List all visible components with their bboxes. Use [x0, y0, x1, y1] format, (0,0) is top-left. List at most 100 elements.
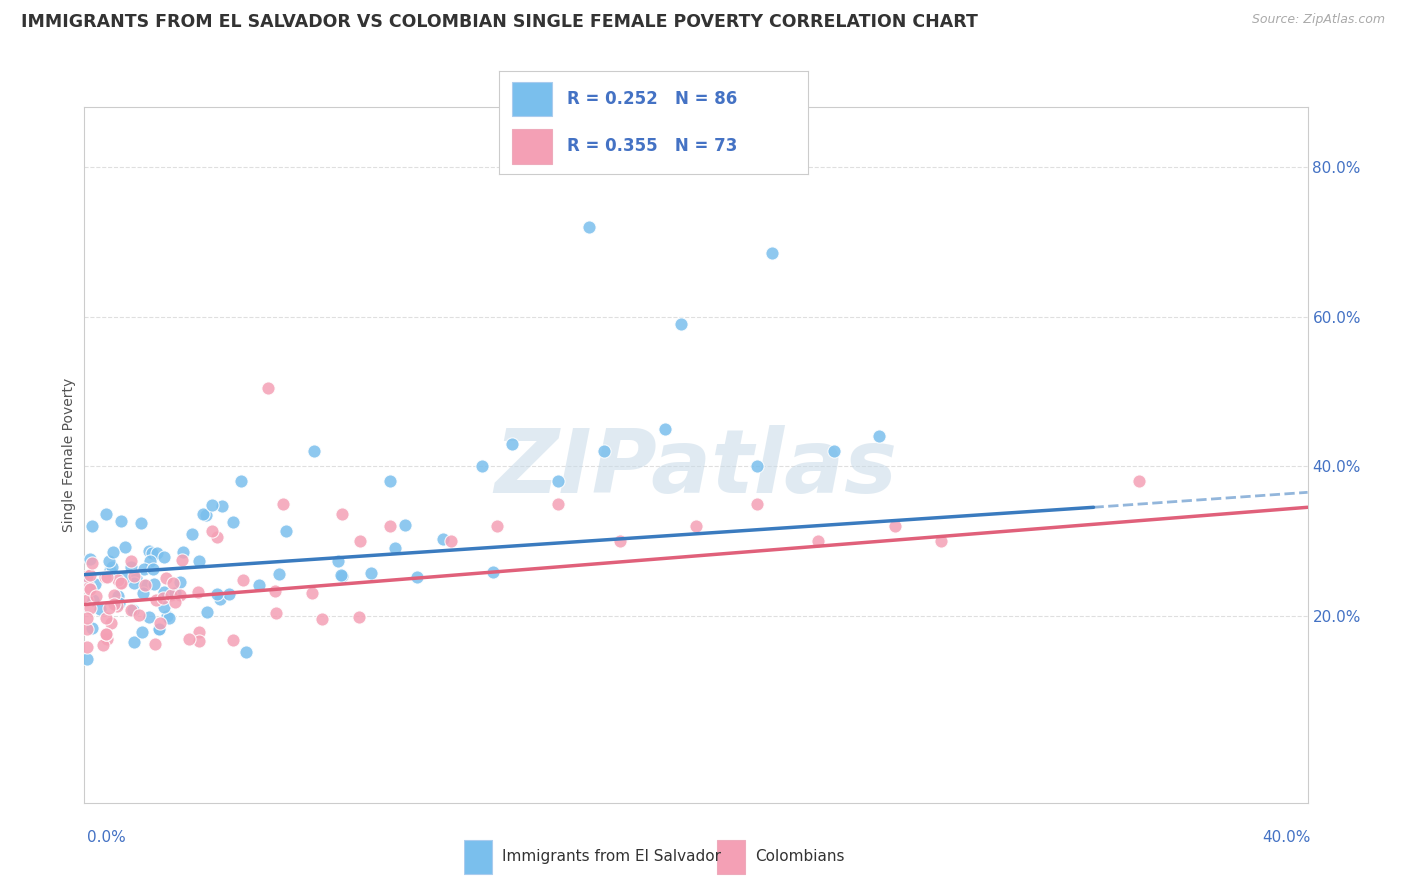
Point [201, 498, 224, 512]
Point [195, 605, 218, 619]
Point [330, 568, 353, 582]
Point [107, 589, 129, 603]
Point [80, 519, 103, 533]
Point [235, 645, 257, 659]
Point [384, 541, 406, 556]
Point [138, 544, 160, 558]
Point [394, 518, 416, 533]
Point [247, 577, 270, 591]
Point [162, 576, 184, 591]
Point [100, 616, 122, 631]
Point [98, 563, 121, 577]
Point [191, 507, 214, 521]
Point [94, 627, 117, 641]
Point [326, 554, 349, 568]
Point [83, 577, 105, 591]
Point [152, 591, 174, 605]
Point [98, 601, 121, 615]
Point [128, 608, 150, 623]
Point [76, 652, 98, 666]
Point [883, 519, 905, 533]
Point [929, 533, 952, 548]
Point [181, 527, 204, 541]
Point [222, 515, 245, 529]
Point [84, 589, 107, 603]
Point [124, 569, 146, 583]
Point [76, 569, 98, 583]
Point [380, 474, 402, 488]
Point [807, 533, 830, 548]
Point [120, 603, 142, 617]
Text: R = 0.252   N = 86: R = 0.252 N = 86 [567, 90, 737, 108]
Point [145, 592, 167, 607]
Point [502, 436, 524, 450]
Point [301, 586, 323, 600]
Point [122, 634, 145, 648]
Point [179, 632, 201, 647]
Point [141, 546, 163, 560]
Point [148, 622, 170, 636]
Point [276, 524, 298, 539]
Point [97, 554, 120, 568]
Point [94, 507, 117, 521]
Point [152, 585, 174, 599]
Point [172, 544, 194, 558]
Point [148, 623, 170, 637]
Point [149, 615, 172, 630]
Point [349, 533, 371, 548]
Point [82, 622, 104, 636]
Point [761, 246, 783, 260]
Point [76, 622, 98, 636]
Point [201, 524, 224, 539]
Point [82, 593, 104, 607]
Point [94, 611, 117, 625]
Point [122, 603, 145, 617]
Point [271, 497, 294, 511]
Point [432, 533, 454, 547]
Text: 0.0%: 0.0% [87, 830, 127, 845]
Point [188, 554, 211, 568]
Point [76, 571, 98, 585]
Text: R = 0.355   N = 73: R = 0.355 N = 73 [567, 137, 738, 155]
Point [153, 599, 176, 614]
Point [229, 475, 252, 489]
Point [486, 519, 509, 533]
Point [188, 625, 211, 640]
Point [82, 557, 104, 571]
Point [471, 459, 494, 474]
Point [160, 588, 183, 602]
Point [77, 580, 100, 594]
Point [186, 585, 208, 599]
Point [108, 576, 131, 591]
Point [205, 587, 228, 601]
Point [79, 552, 101, 566]
Point [139, 554, 162, 568]
Point [96, 570, 118, 584]
Point [107, 574, 129, 588]
Point [257, 381, 280, 395]
Point [169, 588, 191, 602]
Point [165, 595, 187, 609]
Point [76, 593, 98, 607]
Point [232, 574, 254, 588]
Point [110, 576, 132, 591]
Point [869, 429, 891, 443]
Point [609, 533, 631, 548]
Text: 40.0%: 40.0% [1263, 830, 1310, 845]
Point [89, 602, 111, 616]
Point [360, 566, 382, 580]
Point [440, 533, 463, 548]
Point [747, 497, 769, 511]
Point [125, 571, 148, 585]
Point [207, 530, 229, 544]
Bar [512, 81, 551, 117]
Point [76, 610, 98, 624]
Point [91, 639, 114, 653]
Point [311, 612, 333, 626]
Point [269, 566, 291, 581]
Point [264, 606, 287, 620]
Point [547, 474, 569, 488]
Point [135, 578, 157, 592]
Point [156, 609, 179, 624]
Point [120, 560, 142, 574]
